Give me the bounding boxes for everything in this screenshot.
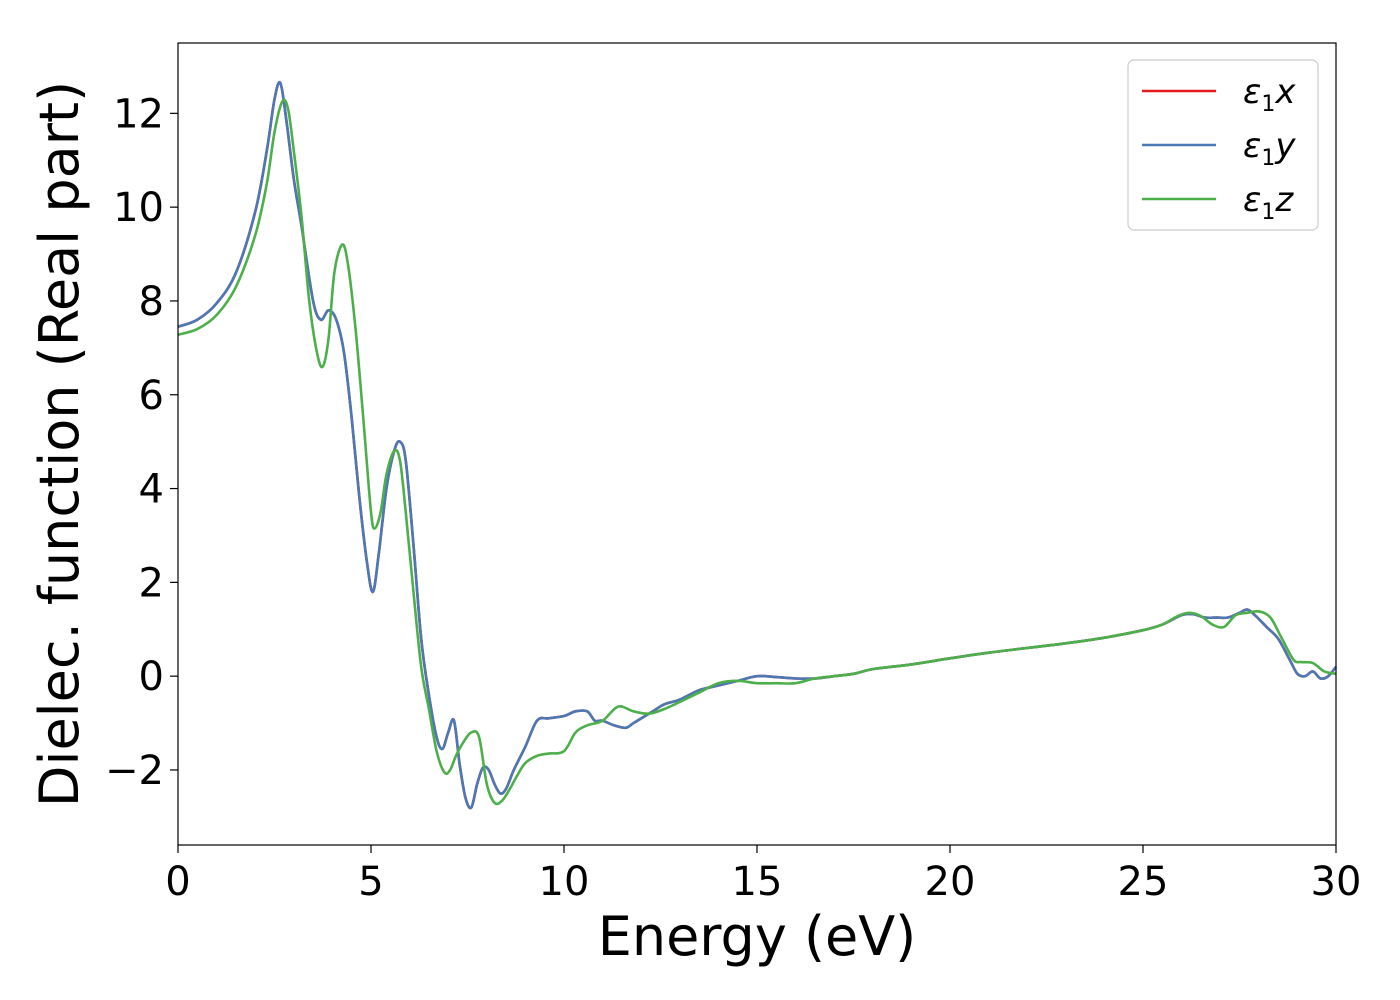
y-tick-label: 10 bbox=[113, 185, 164, 231]
x-tick-label: 30 bbox=[1311, 859, 1362, 905]
y-tick-label: 8 bbox=[139, 279, 164, 325]
x-tick-label: 15 bbox=[732, 859, 783, 905]
series-line-z bbox=[177, 98, 1337, 806]
x-tick-label: 25 bbox=[1118, 859, 1169, 905]
x-tick-label: 10 bbox=[539, 859, 590, 905]
y-tick-label: 0 bbox=[139, 654, 164, 700]
y-axis: −2 0 2 4 6 8 10 12 bbox=[105, 91, 178, 794]
legend-box bbox=[1127, 59, 1319, 231]
y-tick-label: 12 bbox=[113, 91, 164, 137]
y-tick-label: −2 bbox=[105, 748, 164, 794]
series-layer bbox=[177, 80, 1338, 810]
x-tick-label: 5 bbox=[358, 859, 383, 905]
legend-label-x: ε1x bbox=[1243, 72, 1296, 117]
y-tick-label: 4 bbox=[139, 467, 164, 513]
x-tick-label: 20 bbox=[925, 859, 976, 905]
y-tick-label: 6 bbox=[139, 373, 164, 419]
legend: ε1x ε1y ε1z bbox=[1127, 59, 1319, 231]
legend-label-y: ε1y bbox=[1243, 126, 1296, 171]
y-tick-label: 2 bbox=[139, 560, 164, 606]
legend-label-z: ε1z bbox=[1243, 180, 1294, 225]
y-axis-title: Dielec. function (Real part) bbox=[28, 81, 91, 807]
x-axis-title: Energy (eV) bbox=[598, 905, 917, 968]
x-axis: 0 5 10 15 20 25 30 bbox=[165, 845, 1361, 905]
x-tick-label: 0 bbox=[165, 859, 190, 905]
